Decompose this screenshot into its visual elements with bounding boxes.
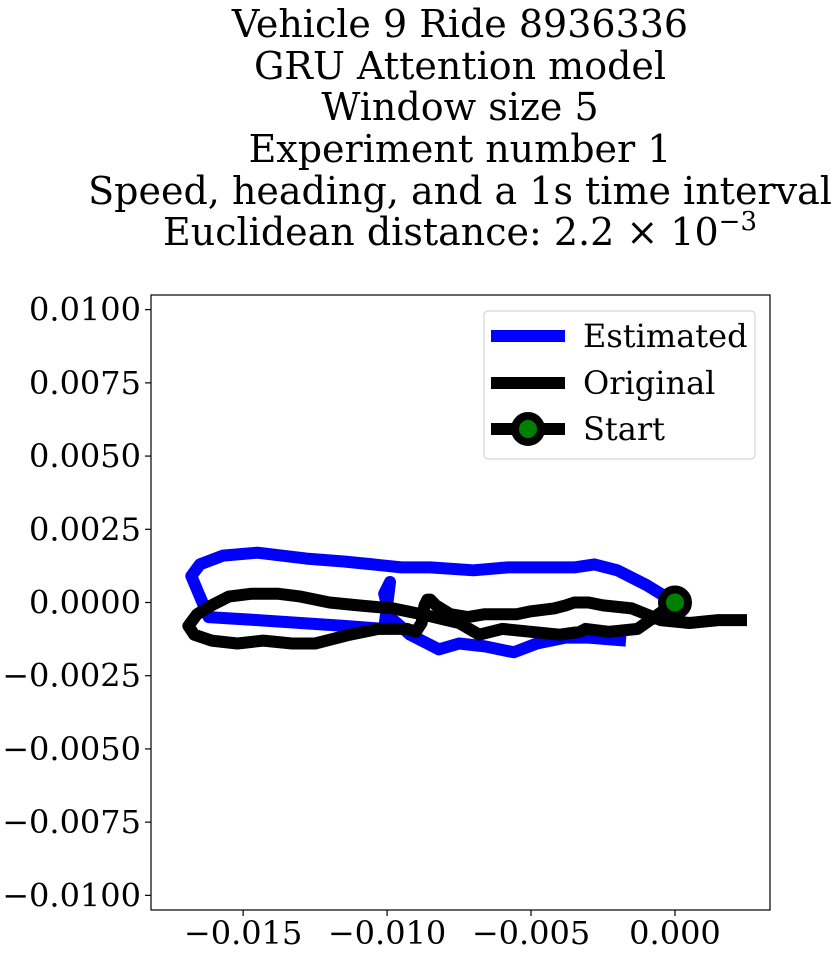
start-marker (657, 585, 692, 620)
plot-frame (150, 294, 771, 911)
legend-start-marker (511, 412, 545, 446)
x-tick-label: 0.000 (629, 914, 721, 952)
y-tick-label: 0.0100 (29, 291, 141, 329)
legend: Estimated Original Start (483, 310, 756, 460)
legend-label-start: Start (583, 410, 665, 448)
title: Vehicle 9 Ride 8936336 GRU Attention mod… (88, 2, 832, 254)
distance-exponent: −3 (719, 207, 757, 237)
y-tick-label: 0.0025 (29, 510, 141, 548)
y-tick-label: −0.0100 (2, 876, 141, 914)
title-line-2: GRU Attention model (254, 44, 666, 88)
series-layer (182, 546, 747, 659)
title-line-6: Euclidean distance: 2.2 × 10−3 (163, 207, 757, 254)
legend-label-original: Original (583, 364, 715, 402)
y-tick-label: 0.0075 (29, 364, 141, 402)
legend-box (483, 310, 756, 460)
title-line-1: Vehicle 9 Ride 8936336 (231, 2, 688, 46)
title-line-4: Experiment number 1 (249, 127, 672, 171)
title-line-5: Speed, heading, and a 1s time interval (88, 169, 832, 213)
series-line-original (182, 587, 747, 650)
x-tick-label: −0.015 (184, 914, 302, 952)
distance-text: Euclidean distance: 2.2 × 10 (163, 210, 719, 254)
ticks-layer: −0.015 −0.010 −0.005 0.000 0.0100 0.0075 0.005… (2, 291, 721, 952)
x-tick-label: −0.005 (472, 914, 590, 952)
series-line-estimated (185, 546, 679, 659)
y-tick-label: −0.0050 (2, 730, 141, 768)
title-line-3: Window size 5 (321, 85, 598, 129)
legend-label-estimated: Estimated (583, 317, 748, 355)
y-tick-label: −0.0025 (2, 657, 141, 695)
y-tick-label: −0.0075 (2, 803, 141, 841)
x-tick-label: −0.010 (328, 914, 446, 952)
y-tick-label: 0.0000 (29, 584, 141, 622)
y-tick-label: 0.0050 (29, 437, 141, 475)
